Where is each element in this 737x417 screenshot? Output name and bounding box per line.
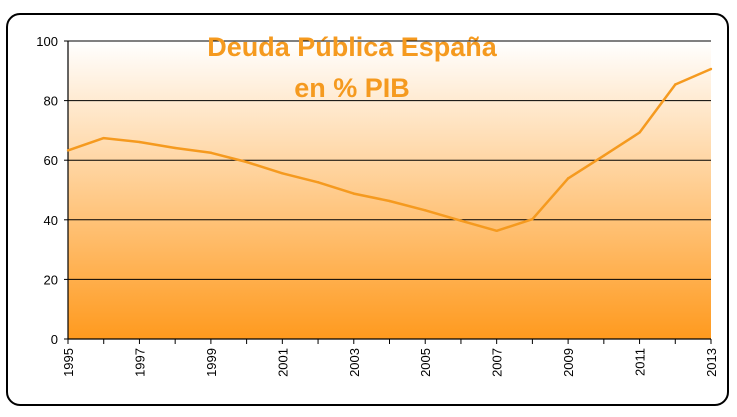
y-tick-label: 80: [44, 94, 58, 109]
x-tick-label: 2001: [275, 348, 290, 377]
y-axis-ticks: 0 20 40 60 80 100: [36, 34, 68, 347]
y-tick-label: 100: [36, 34, 58, 49]
data-point: [173, 146, 177, 150]
data-point: [674, 83, 677, 86]
data-point: [102, 136, 105, 140]
x-axis-ticks: 1995 1997 1999 2001 2003 2005 2007 2009 2011 2013: [61, 339, 719, 377]
data-point: [495, 229, 498, 233]
x-tick-label: 1999: [204, 348, 219, 377]
y-tick-label: 20: [44, 272, 58, 287]
gridlines: [68, 40, 711, 280]
x-tick-label: 1995: [61, 348, 76, 377]
y-tick-label: 0: [51, 332, 58, 347]
y-tick-label: 40: [44, 213, 58, 228]
x-tick-label: 2005: [418, 348, 433, 377]
x-tick-label: 2007: [490, 348, 505, 377]
y-tick-label: 60: [44, 153, 58, 168]
data-point: [209, 151, 213, 154]
data-point: [638, 131, 641, 134]
data-point: [531, 218, 534, 221]
chart-subtitle: en % PIB: [294, 73, 410, 103]
data-point: [709, 67, 713, 71]
data-point: [424, 209, 427, 212]
plot-area: [68, 41, 711, 339]
data-point: [138, 140, 141, 144]
data-point: [388, 199, 391, 203]
data-point: [316, 181, 320, 184]
x-tick-label: 2013: [704, 348, 719, 377]
data-point: [352, 192, 355, 195]
x-tick-label: 2003: [347, 348, 362, 377]
chart-title: Deuda Pública España: [207, 32, 498, 62]
data-point: [245, 160, 248, 164]
data-point: [66, 149, 70, 152]
x-tick-label: 2009: [561, 348, 576, 377]
data-points: [66, 67, 713, 233]
data-point: [281, 172, 284, 175]
x-tick-label: 2011: [633, 348, 648, 376]
x-tick-label: 1997: [132, 348, 147, 377]
data-point: [566, 177, 570, 180]
data-point: [459, 219, 463, 222]
data-point: [602, 154, 606, 157]
